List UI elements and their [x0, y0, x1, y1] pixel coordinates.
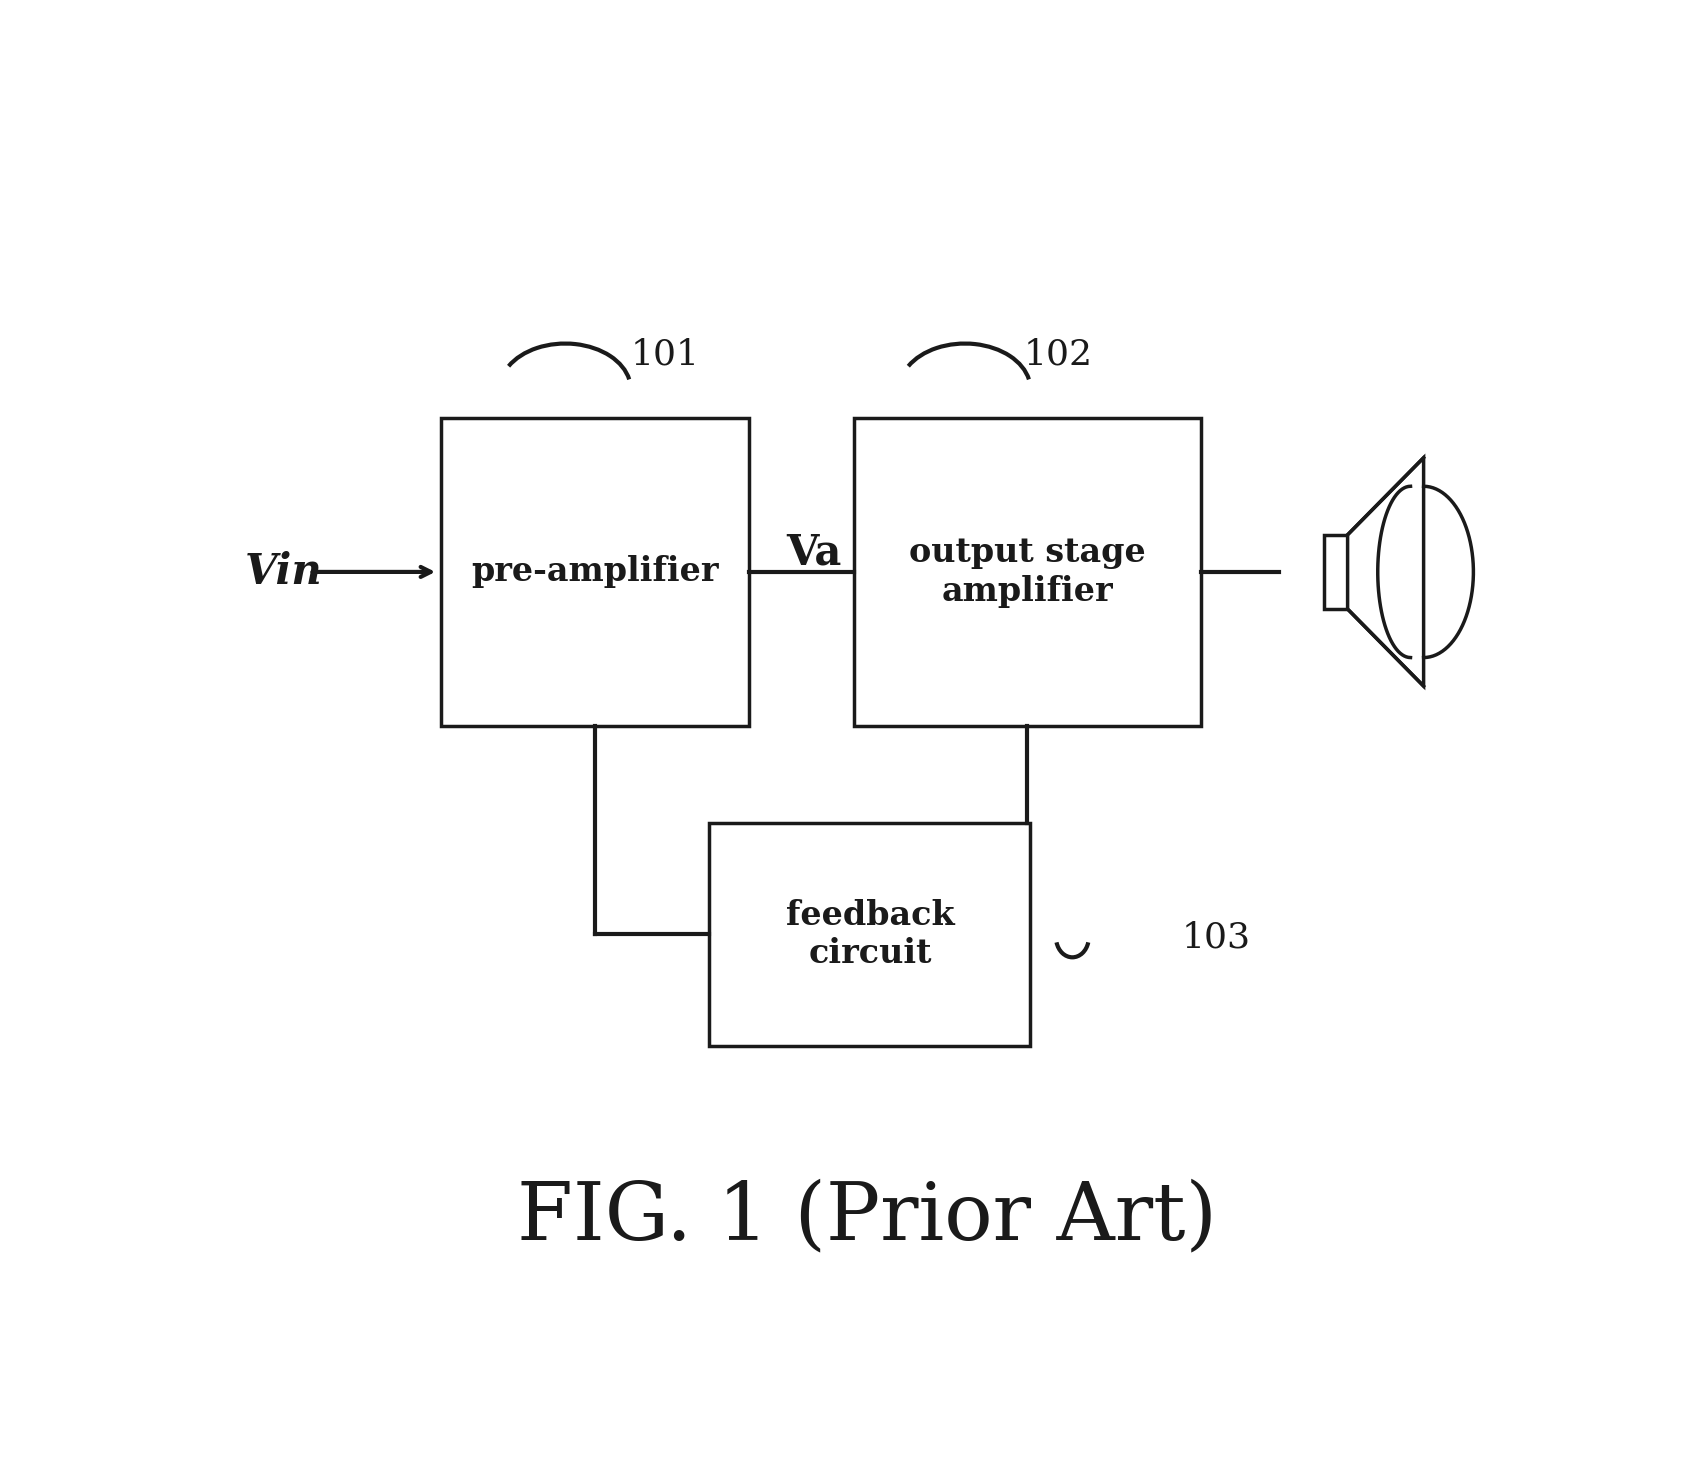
Text: 103: 103 — [1182, 921, 1250, 955]
Text: output stage
amplifier: output stage amplifier — [908, 537, 1145, 608]
Text: Vin: Vin — [245, 550, 323, 593]
Bar — [1324, 535, 1348, 610]
Bar — [441, 418, 749, 727]
Text: 102: 102 — [1025, 338, 1092, 372]
Text: 101: 101 — [631, 338, 700, 372]
Bar — [710, 823, 1030, 1046]
Bar — [854, 418, 1201, 727]
Polygon shape — [1348, 458, 1424, 687]
Text: Va: Va — [786, 531, 842, 574]
Text: pre-amplifier: pre-amplifier — [472, 556, 719, 589]
Text: feedback
circuit: feedback circuit — [786, 899, 954, 970]
Text: FIG. 1 (Prior Art): FIG. 1 (Prior Art) — [517, 1178, 1216, 1256]
